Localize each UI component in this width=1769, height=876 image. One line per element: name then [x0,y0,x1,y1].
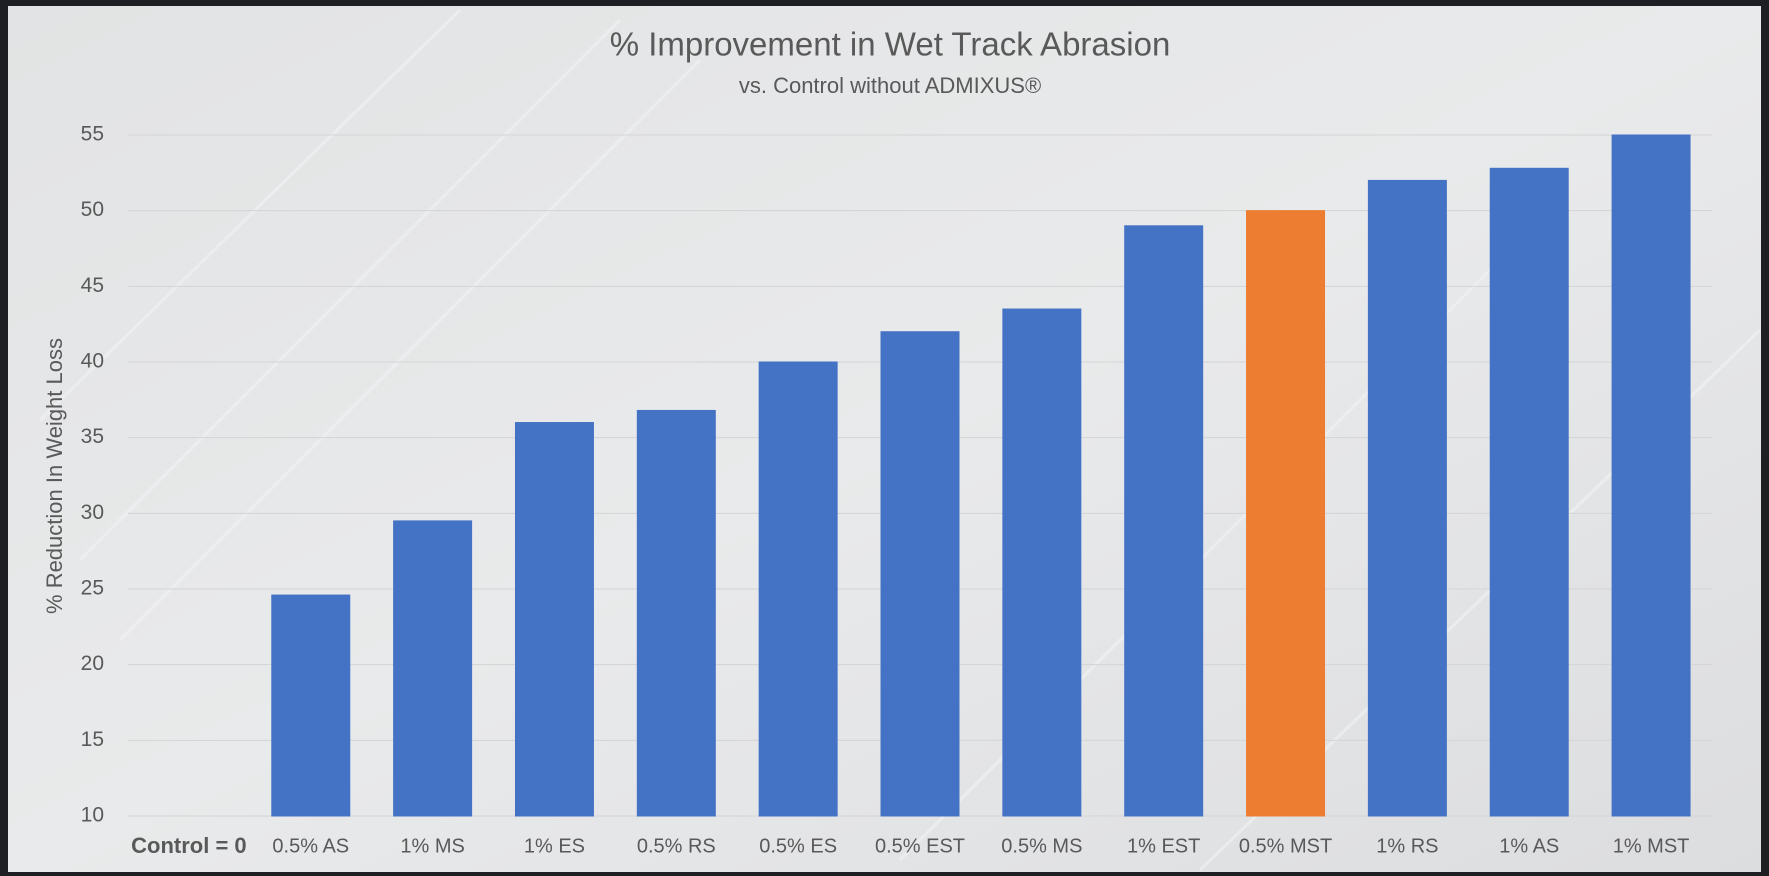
bar [637,410,715,816]
x-tick-label: 1% RS [1376,835,1438,857]
y-tick-label: 55 [81,123,104,146]
y-axis-label: % Reduction In Weight Loss [42,338,67,614]
bar [759,362,837,816]
x-tick-label: 0.5% EST [875,835,965,857]
x-tick-label: 1% MS [400,835,464,857]
y-tick-label: 40 [81,350,104,373]
x-tick-label: 0.5% ES [759,835,837,857]
x-tick-label: 1% EST [1127,835,1200,857]
x-tick-label: 0.5% MST [1239,835,1332,857]
bar [1247,211,1325,816]
y-tick-label: 15 [81,728,104,751]
chart: % Improvement in Wet Track Abrasion vs. … [0,0,1769,876]
y-tick-label: 35 [81,425,104,448]
x-tick-label: 1% MST [1613,835,1690,857]
x-tick-label: Control = 0 [131,833,247,858]
x-tick-label: 1% ES [524,835,585,857]
bar [1125,226,1203,816]
bar [1003,309,1081,816]
y-tick-label: 50 [81,198,104,221]
bar [881,332,959,816]
chart-subtitle: vs. Control without ADMIXUS® [739,73,1041,98]
y-tick-label: 20 [81,652,104,675]
y-tick-label: 30 [81,501,104,524]
bar [1368,180,1446,816]
x-tick-label: 0.5% RS [637,835,716,857]
bar [515,423,593,816]
y-tick-label: 25 [81,577,104,600]
bar [394,521,472,816]
bar [272,595,350,816]
x-tick-label: 1% AS [1499,835,1559,857]
y-tick-label: 10 [81,804,104,827]
y-tick-label: 45 [81,274,104,297]
x-tick-label: 0.5% MS [1001,835,1082,857]
x-tick-label: 0.5% AS [272,835,349,857]
bar [1612,135,1690,816]
page: % Improvement in Wet Track Abrasion vs. … [0,0,1769,876]
bar [1490,168,1568,816]
chart-title: % Improvement in Wet Track Abrasion [610,26,1171,63]
